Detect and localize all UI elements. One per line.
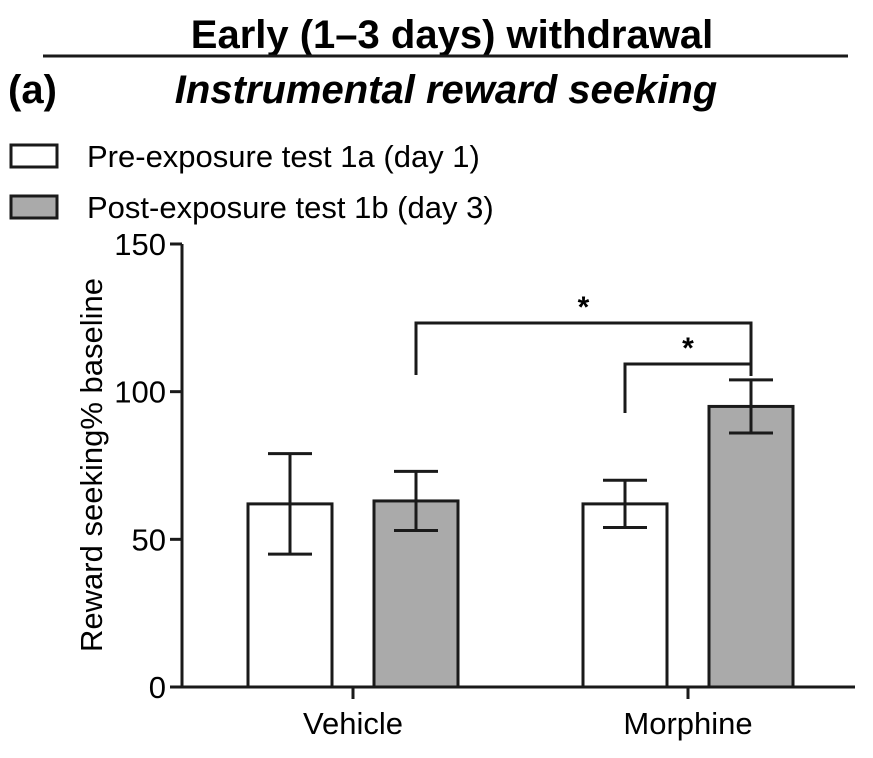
legend-label-series-2: Post-exposure test 1b (day 3) — [87, 190, 494, 225]
significance-bracket-1 — [414, 321, 753, 376]
significance-label-2: * — [682, 332, 694, 365]
y-tick-label-2: 100 — [114, 375, 166, 410]
y-tick-label-1: 50 — [132, 522, 166, 557]
panel-label: (a) — [8, 68, 57, 112]
legend-swatch-series-2 — [9, 194, 59, 220]
legend-swatch-series-1 — [9, 143, 59, 169]
x-tick-label-0: Vehicle — [303, 706, 403, 741]
bar-morphine-series-2 — [707, 404, 795, 689]
chart-title: Early (1–3 days) withdrawal — [191, 13, 713, 57]
x-tick-label-1: Morphine — [623, 706, 752, 741]
legend-label-series-1: Pre-exposure test 1a (day 1) — [87, 139, 480, 174]
y-axis-label: Reward seeking% baseline — [74, 278, 109, 652]
bar-morphine-series-1 — [581, 502, 669, 689]
chart-subtitle: Instrumental reward seeking — [175, 68, 717, 112]
y-tick-label-3: 150 — [114, 227, 166, 262]
significance-bracket-2 — [623, 362, 753, 413]
significance-label-1: * — [578, 291, 590, 324]
plot-area: 0 50 100 150 Vehicle Morphine * * — [114, 227, 855, 741]
legend: Pre-exposure test 1a (day 1) Post-exposu… — [9, 139, 494, 225]
y-tick-label-0: 0 — [149, 670, 166, 705]
